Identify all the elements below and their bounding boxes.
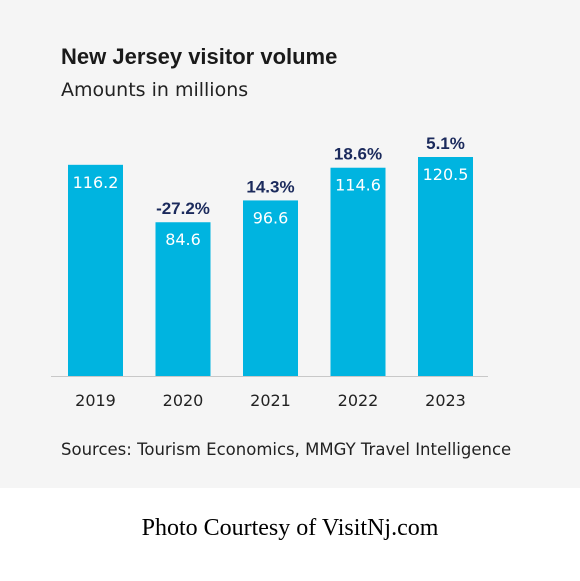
category-label-2023: 2023 [425,391,466,410]
bar-2020 [155,222,211,376]
pct-change-label-2020: -27.2% [156,199,210,218]
chart-title: New Jersey visitor volume [61,44,338,69]
category-label-2020: 2020 [163,391,204,410]
bar-2021 [243,200,298,376]
value-label-2019: 116.2 [73,173,119,192]
bar-2019 [68,164,123,376]
category-label-2019: 2019 [75,391,116,410]
chart-source: Sources: Tourism Economics, MMGY Travel … [61,440,512,459]
pct-change-label-2021: 14.3% [246,177,294,196]
category-label-2021: 2021 [250,391,291,410]
category-label-2022: 2022 [338,391,379,410]
bar-2022 [330,167,386,376]
bar-2023 [418,157,473,376]
photo-caption: Photo Courtesy of VisitNj.com [141,515,439,541]
bar-chart: 116.2 2019 84.6 -27.2% 2020 96.6 14.3% 2021 114.… [51,134,488,410]
pct-change-label-2023: 5.1% [426,134,465,153]
value-label-2020: 84.6 [165,230,201,249]
pct-change-label-2022: 18.6% [334,145,382,164]
value-label-2022: 114.6 [335,176,381,195]
value-label-2021: 96.6 [253,208,289,227]
value-label-2023: 120.5 [423,165,469,184]
chart-subtitle: Amounts in millions [61,79,249,101]
